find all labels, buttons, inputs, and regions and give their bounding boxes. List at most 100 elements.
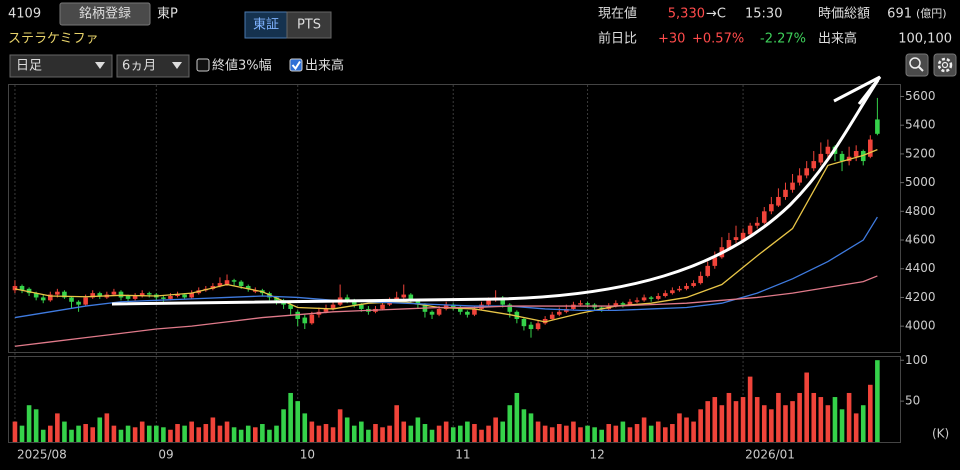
candle-body xyxy=(443,304,449,309)
check-label: 終値3%幅 xyxy=(212,58,272,74)
candle-body xyxy=(401,294,407,298)
change: +30 xyxy=(658,32,685,47)
volume-bar xyxy=(323,424,329,442)
candle-body xyxy=(761,211,767,223)
stock-code: 4109 xyxy=(8,7,41,22)
candle-body xyxy=(684,285,689,289)
volume-bar xyxy=(146,425,152,442)
volume-bar xyxy=(19,425,25,442)
volume-bar xyxy=(839,409,845,442)
candle-body xyxy=(740,232,746,241)
price: 5,330 xyxy=(668,7,705,22)
candle-body xyxy=(436,308,442,315)
volume-bar xyxy=(705,401,711,442)
change-pct: +0.57% xyxy=(692,32,744,47)
volume-bar xyxy=(670,424,675,442)
candle-body xyxy=(648,297,654,299)
candle-body xyxy=(691,283,696,286)
volume-bar xyxy=(203,424,209,442)
y-tick-label: 4400 xyxy=(905,261,936,275)
candle-body xyxy=(804,168,809,176)
volume-bar xyxy=(231,427,237,442)
candle-body xyxy=(231,280,237,282)
candle-body xyxy=(90,293,96,298)
settings-button[interactable] xyxy=(933,53,957,77)
volume-unit: (K) xyxy=(932,427,949,441)
candle-body xyxy=(769,204,774,212)
volume-bar xyxy=(373,424,378,442)
candle-body xyxy=(274,297,279,301)
x-tick-label: 2026/01 xyxy=(745,448,795,462)
candle-body xyxy=(253,290,258,292)
candle-body xyxy=(733,237,739,241)
candle-body xyxy=(663,293,668,297)
candle-body xyxy=(818,153,824,163)
candle-body xyxy=(182,294,187,298)
volume-bar xyxy=(528,413,534,442)
candle-body xyxy=(26,288,32,294)
volume-bar xyxy=(733,401,739,442)
moving-average xyxy=(14,148,878,323)
candle-body xyxy=(860,151,866,162)
volume-bar xyxy=(118,429,124,442)
volume-tick-label: 50 xyxy=(905,394,920,408)
candle-body xyxy=(620,303,626,305)
candle-body xyxy=(839,153,845,162)
volume-bar xyxy=(260,424,265,442)
tab-tse[interactable] xyxy=(244,11,288,39)
volume-bar xyxy=(514,392,520,442)
volume-bar xyxy=(804,372,809,442)
volume-bar xyxy=(663,427,668,442)
volume-bar xyxy=(408,425,414,442)
volume-bar xyxy=(500,421,506,442)
volume-bar xyxy=(168,429,173,442)
candle-body xyxy=(825,146,831,154)
volume-bar xyxy=(564,425,569,442)
range-select[interactable] xyxy=(116,54,190,78)
checkbox[interactable] xyxy=(196,58,210,72)
period-select[interactable] xyxy=(9,54,113,78)
register-label: 銘柄登録 xyxy=(79,7,131,22)
y-tick-label: 4800 xyxy=(905,204,936,218)
candle-body xyxy=(521,318,527,327)
volume-bar xyxy=(479,429,484,442)
volume-bar xyxy=(26,405,32,442)
volume-bar xyxy=(443,421,449,442)
volume-bar xyxy=(33,409,39,442)
volume-bar xyxy=(436,425,442,442)
volume-bar xyxy=(344,417,350,442)
moving-average xyxy=(14,275,878,347)
y-tick-label: 4600 xyxy=(905,233,936,247)
candle-body xyxy=(811,161,817,169)
tab-pts[interactable] xyxy=(286,11,332,39)
candle-body xyxy=(47,294,53,301)
tab-pts-label: PTS xyxy=(297,18,321,33)
volume-bar xyxy=(599,429,604,442)
time: 15:30 xyxy=(745,7,782,22)
register-button[interactable] xyxy=(59,2,151,26)
other-pct: -2.27% xyxy=(760,32,806,47)
zoom-button[interactable] xyxy=(905,53,929,77)
candle-body xyxy=(705,265,711,276)
market: 東P xyxy=(157,6,178,22)
volume-bar xyxy=(238,429,244,442)
dropdown-arrow xyxy=(172,62,182,69)
volume-bar xyxy=(189,421,194,442)
volume-bar xyxy=(740,397,746,442)
volume-bar xyxy=(154,425,159,442)
volume-bar xyxy=(387,425,392,442)
candle-body xyxy=(500,297,506,305)
price-suffix: →C xyxy=(706,7,726,22)
check-label: 出来高 xyxy=(305,58,344,74)
volume-bar xyxy=(76,425,81,442)
volume-bar xyxy=(465,421,470,442)
volume-bar xyxy=(125,425,131,442)
volume-bar xyxy=(811,392,817,442)
volume-bar xyxy=(790,401,795,442)
volume-bar xyxy=(875,360,880,442)
volume-bar xyxy=(613,425,619,442)
volume-bar xyxy=(691,421,696,442)
candle-body xyxy=(175,294,180,297)
volume-bar xyxy=(450,427,456,442)
volume-bar xyxy=(217,425,223,442)
